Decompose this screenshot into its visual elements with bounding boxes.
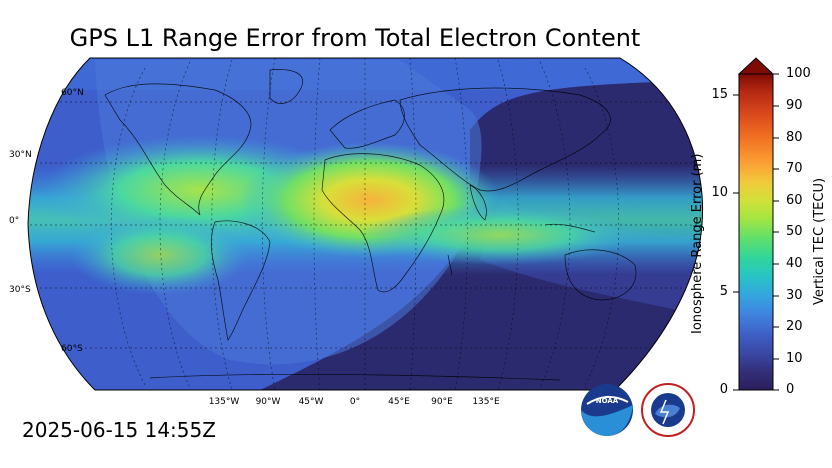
cb-right-tick-60: 60 (786, 193, 803, 208)
cb-right-tick-10: 10 (786, 351, 803, 366)
cb-right-tick-50: 50 (786, 224, 803, 239)
colorbar (733, 57, 779, 391)
cb-right-tick-30: 30 (786, 288, 803, 303)
lon-label-90e: 90°E (431, 397, 453, 407)
cb-right-tick-80: 80 (786, 130, 803, 145)
svg-text:NOAA: NOAA (596, 397, 619, 405)
cb-right-tick-70: 70 (786, 161, 803, 176)
lon-label-135e: 135°E (472, 397, 500, 407)
tec-field (28, 58, 703, 390)
lat-label-60n: 60°N (61, 88, 84, 98)
lon-label-135w: 135°W (208, 397, 240, 407)
cb-left-tick-5: 5 (719, 284, 728, 299)
timestamp: 2025-06-15 14:55Z (22, 418, 216, 442)
noaa-logo: NOAA (581, 384, 633, 436)
lon-label-0: 0° (349, 397, 361, 407)
lon-label-90w: 90°W (255, 397, 281, 407)
cb-right-tick-100: 100 (786, 66, 811, 81)
coastlines (104, 69, 637, 381)
cb-left-tick-15: 15 (711, 87, 728, 102)
lon-label-45w: 45°W (298, 397, 324, 407)
cb-right-tick-20: 20 (786, 319, 803, 334)
nws-logo (641, 383, 695, 437)
lat-label-60s: 60°S (61, 344, 83, 354)
cb-right-tick-40: 40 (786, 256, 803, 271)
chart-title: GPS L1 Range Error from Total Electron C… (69, 24, 641, 52)
colorbar-right-label: Vertical TEC (TECU) (812, 177, 827, 305)
cb-left-tick-10: 10 (711, 185, 728, 200)
colorbar-left-label: Ionosphere Range Error (m) (690, 153, 705, 334)
lat-label-30n: 30°N (9, 150, 32, 160)
cb-right-tick-90: 90 (786, 98, 803, 113)
lat-label-30s: 30°S (9, 285, 31, 295)
lon-label-45e: 45°E (388, 397, 410, 407)
colorbar-gradient (738, 73, 774, 391)
lat-label-0: 0° (9, 216, 20, 226)
cb-right-tick-0: 0 (786, 382, 795, 397)
graticule (28, 58, 703, 390)
colorbar-extend-triangle (737, 57, 775, 75)
cb-left-tick-0: 0 (719, 382, 728, 397)
